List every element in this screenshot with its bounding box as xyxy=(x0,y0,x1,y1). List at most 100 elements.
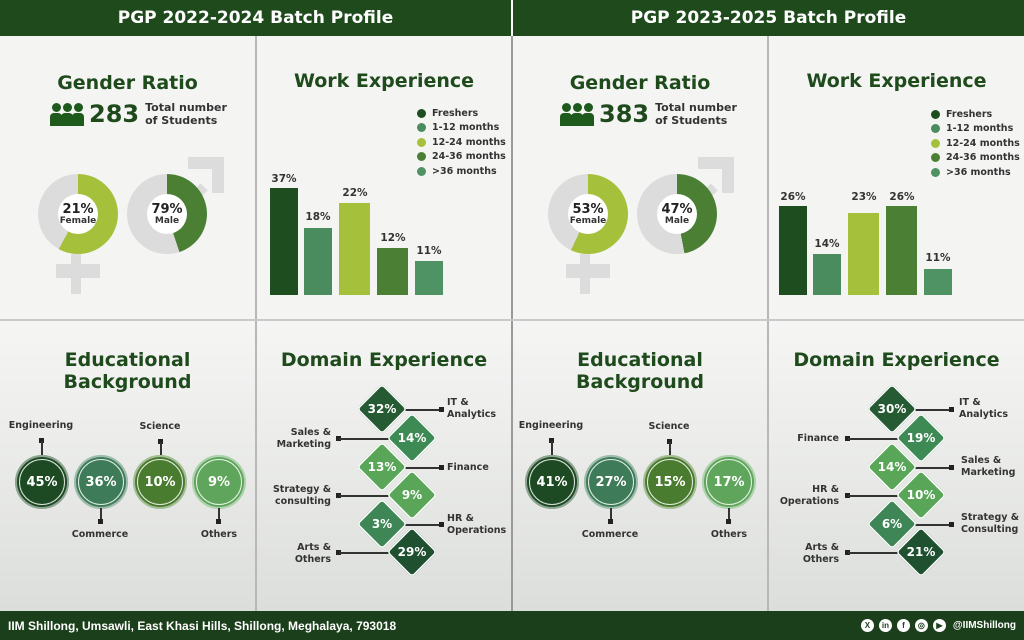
domain-label: HR & Operations xyxy=(779,484,839,507)
domain-label: Strategy & consulting xyxy=(272,484,331,507)
bar-value: 11% xyxy=(925,252,951,264)
youtube-icon[interactable]: ▶ xyxy=(932,619,946,632)
edu-label: Engineering xyxy=(8,420,74,431)
header-batch-2022: PGP 2022-2024 Batch Profile xyxy=(0,0,511,36)
linkedin-icon[interactable]: in xyxy=(878,619,892,632)
domain-title: Domain Experience xyxy=(793,349,1000,371)
work-bars: 26% 14% 23% 26% 11% xyxy=(769,36,1024,295)
work-panel: Work Experience Freshers 1-12 months 12-… xyxy=(257,36,511,320)
bar-36plus xyxy=(415,261,443,295)
social-links: X in f ◎ ▶ @IIMShillong xyxy=(860,619,1016,632)
divider xyxy=(255,36,257,611)
domain-label: Sales & Marketing xyxy=(961,455,1016,478)
work-panel: Work Experience Freshers 1-12 months 12-… xyxy=(769,36,1024,320)
work-title: Work Experience xyxy=(293,70,475,92)
header-batch-2023: PGP 2023-2025 Batch Profile xyxy=(513,0,1024,36)
edu-label: Others xyxy=(710,529,748,540)
legend-item: Freshers xyxy=(417,106,506,121)
edu-circle-engineering: 41% xyxy=(525,455,579,509)
edu-circle-science: 15% xyxy=(643,455,697,509)
total-students: 383 xyxy=(599,100,650,128)
education-panel: Educational Background Engineering 41% 2… xyxy=(513,321,767,611)
divider xyxy=(511,36,513,611)
bar-value: 11% xyxy=(416,245,442,257)
male-symbol-icon xyxy=(212,157,224,193)
bar-freshers xyxy=(779,206,807,295)
edu-label: Commerce xyxy=(581,529,639,540)
bar-36plus xyxy=(924,269,952,295)
gender-title: Gender Ratio xyxy=(57,72,198,94)
x-icon[interactable]: X xyxy=(860,619,874,632)
work-legend: Freshers 1-12 months 12-24 months 24-36 … xyxy=(931,107,1020,180)
bar-value: 26% xyxy=(889,191,915,203)
male-label: Male xyxy=(664,215,690,226)
bar-value: 12% xyxy=(380,232,406,244)
bar-12-24 xyxy=(339,203,370,295)
legend-item: Freshers xyxy=(931,107,1020,122)
bar-freshers xyxy=(270,188,298,295)
divider xyxy=(0,319,1024,321)
bar-24-36 xyxy=(886,206,917,295)
education-title: Educational Background xyxy=(576,349,704,393)
total-label: Total number xyxy=(655,101,737,114)
header-divider xyxy=(511,0,513,36)
bar-12-24 xyxy=(848,213,879,295)
domain-label: IT & Analytics xyxy=(959,397,1009,420)
header-title: PGP 2023-2025 Batch Profile xyxy=(630,8,907,28)
legend-item: >36 months xyxy=(417,164,506,179)
domain-title: Domain Experience xyxy=(280,349,488,371)
edu-label: Science xyxy=(648,421,690,432)
female-label: Female xyxy=(569,215,607,226)
edu-label: Commerce xyxy=(71,529,129,540)
instagram-icon[interactable]: ◎ xyxy=(914,619,928,632)
edu-circle-science: 10% xyxy=(133,455,187,509)
divider xyxy=(767,36,769,611)
domain-label: IT & Analytics xyxy=(447,397,497,420)
facebook-icon[interactable]: f xyxy=(896,619,910,632)
male-pct: 79% xyxy=(151,201,183,217)
male-donut: 79% Male xyxy=(127,174,207,254)
legend-item: 12-24 months xyxy=(417,135,506,150)
total-label: Total number xyxy=(145,101,227,114)
bar-value: 22% xyxy=(342,187,368,199)
legend-item: >36 months xyxy=(931,165,1020,180)
bar-24-36 xyxy=(377,248,408,295)
domain-label: HR & Operations xyxy=(447,513,507,536)
edu-circle-commerce: 27% xyxy=(584,455,638,509)
total-label: of Students xyxy=(145,114,218,127)
domain-label: Finance xyxy=(447,462,489,473)
total-students: 283 xyxy=(89,100,140,128)
gender-title: Gender Ratio xyxy=(569,72,711,94)
footer-address: IIM Shillong, Umsawli, East Khasi Hills,… xyxy=(8,618,397,633)
domain-label: Arts & Others xyxy=(294,542,331,565)
male-pct: 47% xyxy=(661,201,693,217)
female-symbol-icon xyxy=(56,264,100,278)
domain-label: Finance xyxy=(797,433,839,444)
edu-label: Science xyxy=(139,421,181,432)
footer: IIM Shillong, Umsawli, East Khasi Hills,… xyxy=(0,611,1024,640)
male-symbol-icon xyxy=(722,157,734,193)
legend-item: 24-36 months xyxy=(417,150,506,165)
legend-item: 12-24 months xyxy=(931,136,1020,151)
header-title: PGP 2022-2024 Batch Profile xyxy=(117,8,394,28)
edu-label: Others xyxy=(200,529,238,540)
edu-label: Engineering xyxy=(518,420,584,431)
social-handle[interactable]: @IIMShillong xyxy=(952,620,1016,631)
student-count: 383 Total number of Students xyxy=(560,100,737,128)
female-pct: 53% xyxy=(572,201,604,217)
edu-circle-others: 17% xyxy=(702,455,756,509)
female-label: Female xyxy=(59,215,97,226)
total-label: of Students xyxy=(655,114,728,127)
student-count: 283 Total number of Students xyxy=(50,100,227,128)
edu-circle-commerce: 36% xyxy=(74,455,128,509)
work-title: Work Experience xyxy=(806,70,987,92)
female-pct: 21% xyxy=(62,201,94,217)
people-icon xyxy=(560,103,594,126)
male-label: Male xyxy=(154,215,180,226)
bar-value: 14% xyxy=(814,238,840,250)
domain-label: Strategy & Consulting xyxy=(961,512,1020,535)
bar-value: 18% xyxy=(305,211,331,223)
gender-panel: Gender Ratio 283 Total number of Students… xyxy=(0,36,255,320)
bar-value: 37% xyxy=(271,173,297,185)
legend-item: 1-12 months xyxy=(417,121,506,136)
